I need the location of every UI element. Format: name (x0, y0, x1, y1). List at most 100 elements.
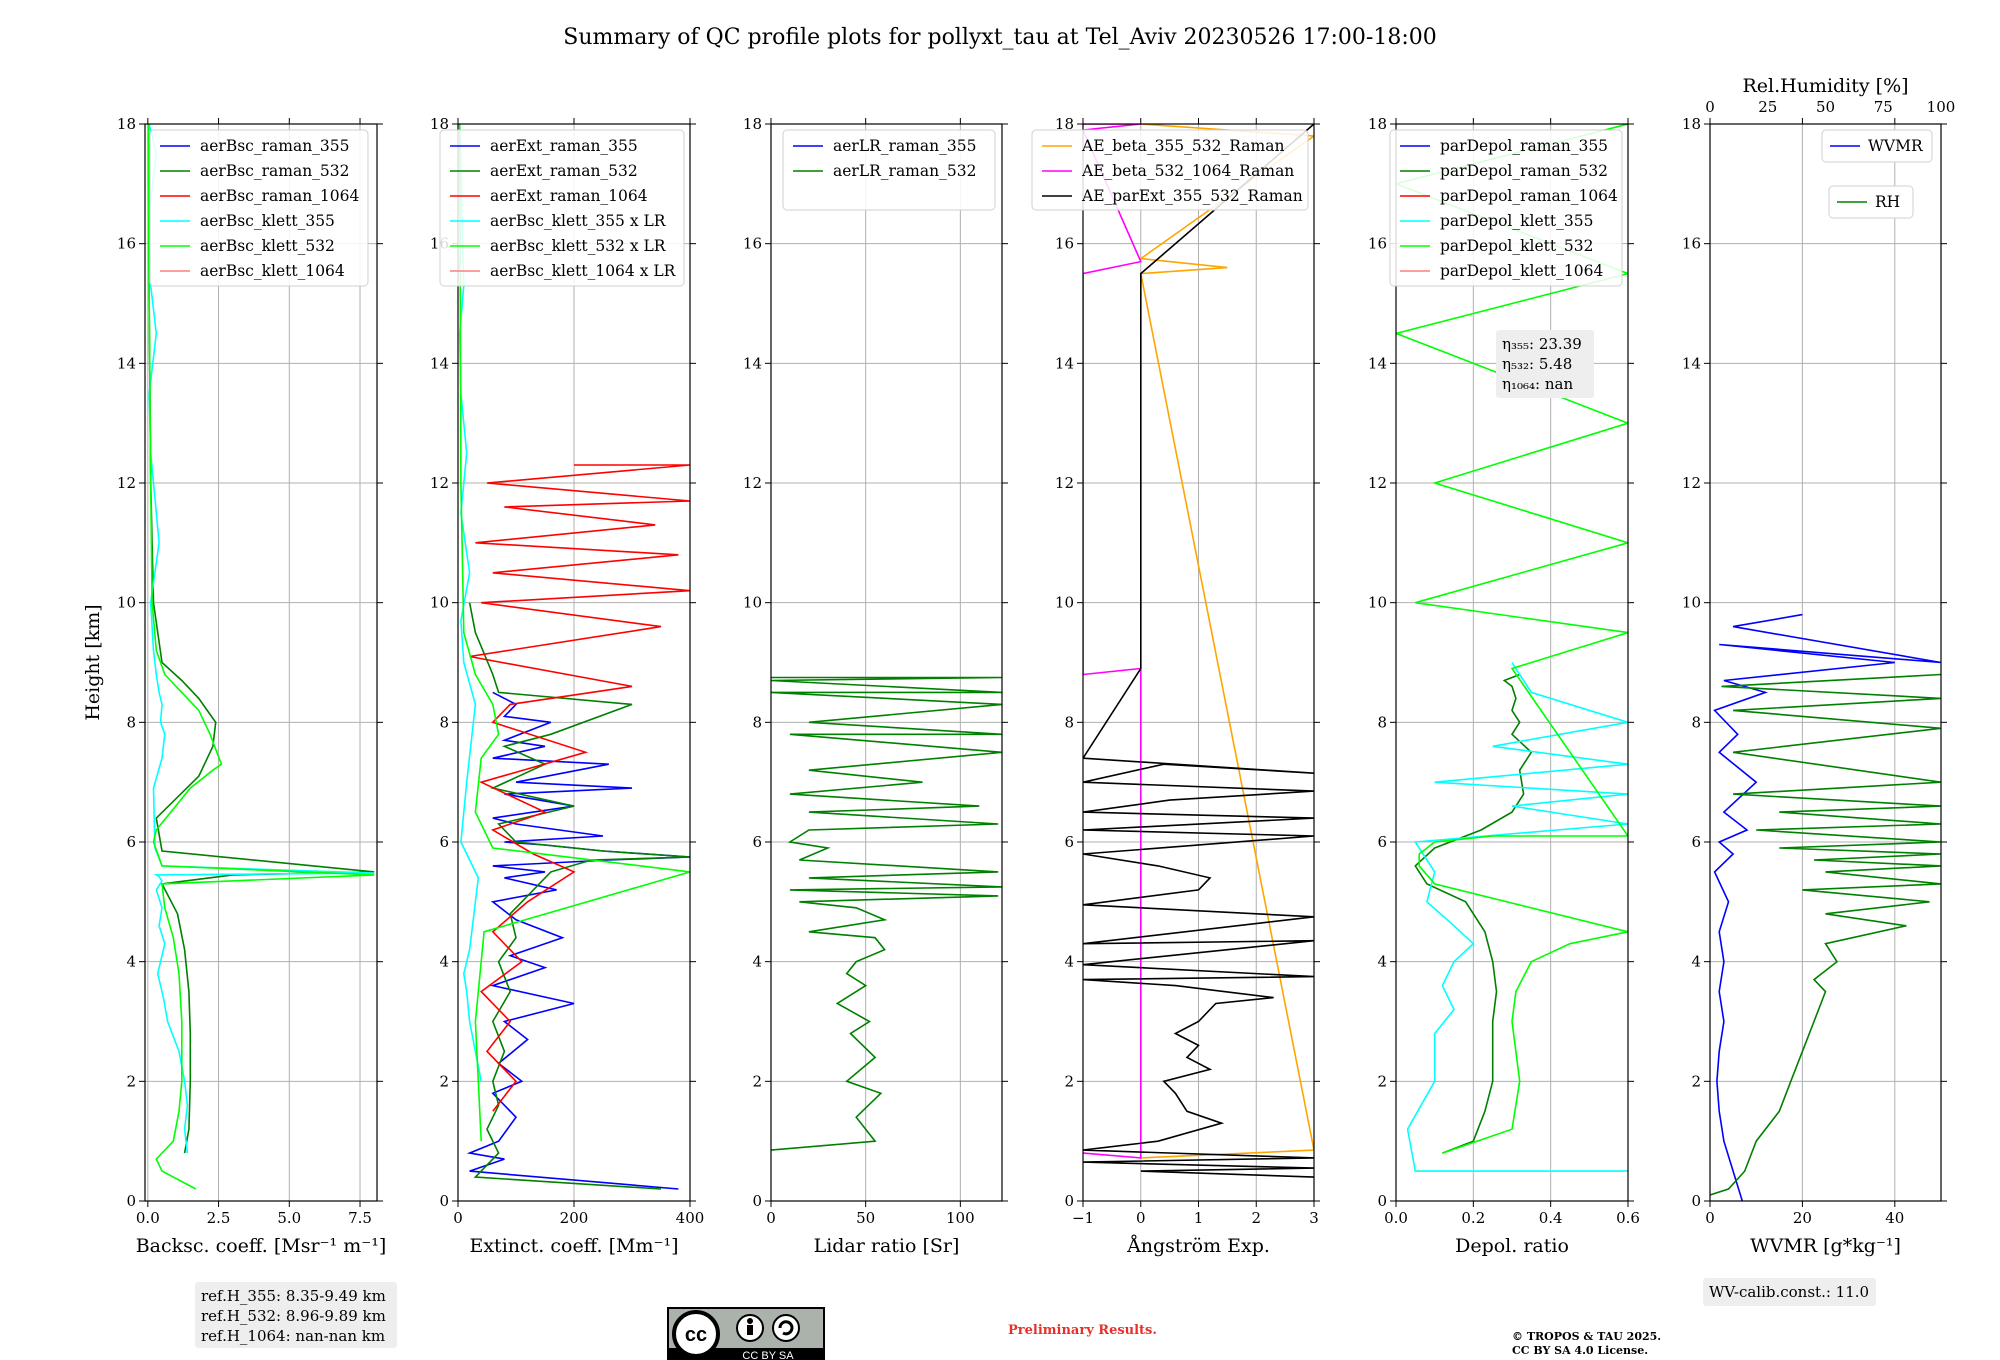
legend: parDepol_raman_355 parDepol_raman_532 parD… (1389, 129, 1623, 287)
x2-axis-label: Rel.Humidity [%] (1742, 75, 1908, 97)
x-axis-label: Extinct. coeff. [Mm⁻¹] (469, 1235, 678, 1257)
series-line-AE_parExt_355_532_Raman (1083, 124, 1314, 1178)
copyright-line-1: © TROPOS & TAU 2025. (1512, 1330, 1661, 1343)
annotation-text: ref.H_532: 8.96-9.89 km (201, 1307, 386, 1325)
y-tick-label: 10 (743, 594, 762, 612)
y-tick-label: 16 (1055, 235, 1074, 253)
legend: AE_beta_355_532_Raman AE_beta_532_1064_Ra… (1031, 129, 1309, 211)
x-tick-label: 0 (453, 1209, 463, 1227)
legend-label: parDepol_klett_1064 (1440, 262, 1603, 280)
cc-badge-text: CC BY SA (742, 1350, 794, 1360)
series-line-aerExt_raman_532 (468, 602, 690, 1190)
legend-label: aerBsc_raman_532 (200, 162, 350, 180)
y-tick-label: 14 (117, 354, 136, 372)
y-tick-label: 18 (1368, 115, 1387, 133)
annotation-box (195, 1282, 397, 1348)
legend: aerExt_raman_355 aerExt_raman_532 aerExt_r… (439, 129, 685, 287)
y-tick-label: 12 (743, 474, 762, 492)
legend-label: parDepol_raman_1064 (1440, 187, 1618, 205)
y-tick-label: 16 (1368, 235, 1387, 253)
y-tick-label: 10 (1055, 594, 1074, 612)
svg-text:cc: cc (685, 1324, 707, 1346)
series-group (458, 124, 690, 1190)
x-axis-label: WVMR [g*kg⁻¹] (1750, 1235, 1901, 1257)
legend-label: aerBsc_klett_1064 x LR (490, 262, 677, 280)
series-line-aerLR_raman_532 (771, 676, 1002, 1151)
x-tick-label: 20 (1793, 1209, 1812, 1227)
y-tick-label: 8 (126, 713, 136, 731)
annotation-box (1703, 1278, 1876, 1306)
x-tick-label: 0 (766, 1209, 776, 1227)
x-tick-label: 0.6 (1616, 1209, 1640, 1227)
y-tick-label: 8 (439, 713, 449, 731)
y-tick-label: 6 (1691, 833, 1701, 851)
y-tick-label: 18 (1682, 115, 1701, 133)
series-group (771, 676, 1002, 1151)
legend-label: parDepol_raman_355 (1440, 137, 1608, 155)
annotation-text: η₃₅₅: 23.39 (1502, 335, 1582, 353)
annotation-box (1496, 330, 1594, 398)
y-tick-label: 12 (1055, 474, 1074, 492)
y-tick-label: 6 (439, 833, 449, 851)
axes-frame (770, 123, 1003, 1202)
legend-box (1828, 185, 1914, 219)
legend-label: aerExt_raman_355 (490, 137, 638, 155)
figure-title: Summary of QC profile plots for pollyxt_… (563, 25, 1436, 50)
legend-label: AE_parExt_355_532_Raman (1081, 187, 1303, 205)
y-tick-label: 8 (752, 713, 762, 731)
y-tick-label: 2 (126, 1072, 136, 1090)
legend-label: aerBsc_klett_355 x LR (490, 212, 667, 230)
y-tick-label: 16 (743, 235, 762, 253)
y-tick-label: 2 (1691, 1072, 1701, 1090)
legend-label: aerBsc_klett_532 x LR (490, 237, 667, 255)
y-tick-label: 10 (1368, 594, 1387, 612)
x-tick-label: 2.5 (207, 1209, 231, 1227)
annotation-text: ref.H_1064: nan-nan km (201, 1327, 385, 1345)
x-tick-label: 0 (1705, 1209, 1715, 1227)
y-tick-label: 2 (752, 1072, 762, 1090)
panel-lidar_ratio: 0 2 4 6 8 10 12 14 16 18 0 50 100 Lidar ratio [Sr] aer… (743, 115, 1008, 1257)
y-tick-label: 14 (1368, 354, 1387, 372)
y-tick-label: 4 (1377, 953, 1387, 971)
preliminary-results-label: Preliminary Results. (1008, 1323, 1157, 1338)
y-tick-label: 0 (1064, 1192, 1074, 1210)
x2-tick-label: 0 (1705, 98, 1715, 116)
series-group (1083, 124, 1314, 1178)
y-tick-label: 10 (117, 594, 136, 612)
legend-box (439, 129, 685, 287)
panel-backscatter: 0 2 4 6 8 10 12 14 16 18 0.0 2.5 5.0 7.5 Backsc. coeff… (82, 115, 397, 1348)
y-tick-label: 0 (126, 1192, 136, 1210)
series-group (147, 124, 375, 1190)
series-line-aerBsc_raman_532 (147, 124, 375, 1154)
x2-tick-label: 100 (1927, 98, 1956, 116)
y-tick-label: 0 (1691, 1192, 1701, 1210)
x-tick-label: 200 (560, 1209, 589, 1227)
y-tick-label: 6 (1377, 833, 1387, 851)
legend-label: aerExt_raman_532 (490, 162, 638, 180)
legend-label: aerExt_raman_1064 (490, 187, 648, 205)
copyright-line-2: CC BY SA 4.0 License. (1512, 1344, 1648, 1357)
legend-box (1031, 129, 1309, 211)
x-tick-label: 100 (946, 1209, 975, 1227)
legend-label: aerBsc_klett_355 (200, 212, 335, 230)
y-axis-label: Height [km] (82, 604, 104, 720)
x-axis-label: Ångström Exp. (1126, 1235, 1270, 1257)
x-tick-label: 2 (1251, 1209, 1261, 1227)
annotation-text: η₅₃₂: 5.48 (1502, 355, 1572, 373)
y-tick-label: 8 (1064, 713, 1074, 731)
x-tick-label: 5.0 (277, 1209, 301, 1227)
y-tick-label: 2 (1377, 1072, 1387, 1090)
legend-box (1821, 129, 1933, 163)
legend-label: AE_beta_532_1064_Raman (1081, 162, 1294, 180)
x-tick-label: 40 (1885, 1209, 1904, 1227)
series-line-aerBsc_klett_532 x LR (458, 124, 690, 1142)
y-tick-label: 4 (126, 953, 136, 971)
legend-label: parDepol_raman_532 (1440, 162, 1608, 180)
y-tick-label: 16 (1682, 235, 1701, 253)
series-line-aerExt_raman_1064 (469, 464, 690, 1112)
legend-label: aerBsc_raman_1064 (200, 187, 360, 205)
legend-label: WVMR (1868, 137, 1924, 155)
legend-label: RH (1875, 193, 1900, 211)
